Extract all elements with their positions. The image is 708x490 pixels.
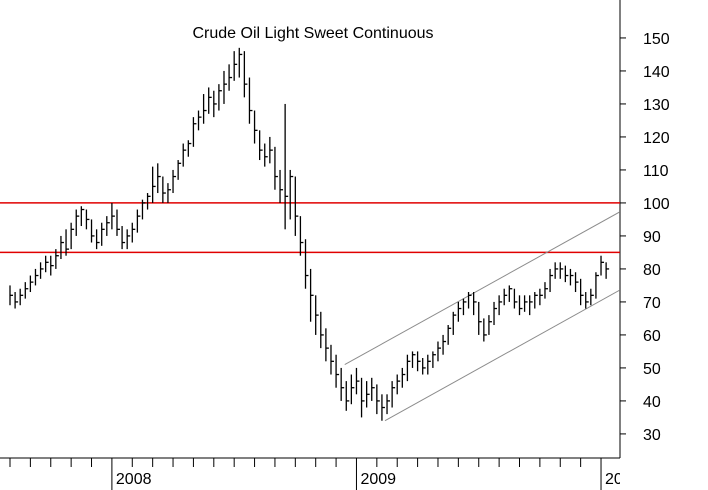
y-tick-label: 130 [643, 97, 670, 114]
trend-line [344, 211, 620, 366]
y-tick-label: 40 [643, 394, 661, 411]
y-tick-label: 140 [643, 64, 670, 81]
y-tick-label: 90 [643, 229, 661, 246]
y-tick-label: 100 [643, 196, 670, 213]
x-tick-label: 2009 [360, 471, 396, 488]
y-tick-label: 60 [643, 328, 661, 345]
trend-line [384, 289, 620, 422]
y-tick-label: 50 [643, 361, 661, 378]
y-tick-label: 120 [643, 130, 670, 147]
y-tick-label: 70 [643, 295, 661, 312]
y-tick-label: 80 [643, 262, 661, 279]
x-tick-label: 2008 [116, 471, 152, 488]
y-tick-label: 110 [643, 163, 669, 180]
x-tick-label: 2010 [605, 471, 641, 488]
y-tick-label: 150 [643, 31, 670, 48]
y-tick-label: 30 [643, 427, 661, 444]
chart-title: Crude Oil Light Sweet Continuous [192, 25, 433, 42]
plot-area: 2008 2009 2010 [0, 47, 641, 488]
